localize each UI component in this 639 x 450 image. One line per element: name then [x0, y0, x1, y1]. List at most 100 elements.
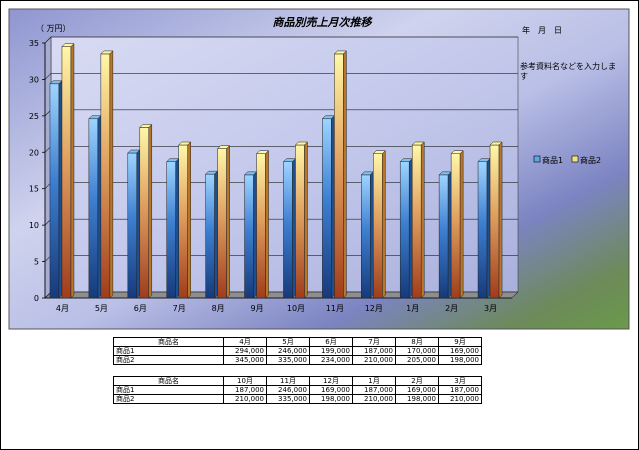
- bar-front: [399, 161, 410, 299]
- table-header-cell: 2月: [395, 376, 439, 386]
- table-header-cell: 12月: [309, 376, 353, 386]
- bar-front: [61, 46, 72, 299]
- table-row: 商品2 210,000 335,000 198,000 210,000 198,000 21…: [113, 394, 482, 404]
- bar-商品2-4月: [61, 43, 75, 299]
- table-cell: 187,000: [352, 385, 396, 395]
- bar-side: [498, 141, 503, 299]
- table-cell: 335,000: [266, 394, 310, 404]
- table-cell: 187,000: [223, 385, 267, 395]
- table-cell: 商品2: [113, 394, 224, 404]
- table-cell: 335,000: [266, 355, 310, 365]
- x-tick-label: 4月: [56, 304, 69, 313]
- table-row: 商品1 187,000 246,000 169,000 187,000 169,000 18…: [113, 385, 482, 395]
- bar-商品2-11月: [333, 50, 347, 299]
- table-cell: 商品2: [113, 355, 224, 365]
- bar-side: [109, 50, 114, 299]
- bar-front: [295, 144, 305, 299]
- table-header-cell: 商品名: [113, 376, 224, 386]
- x-tick-label: 7月: [173, 304, 186, 313]
- bar-商品2-2月: [450, 150, 464, 299]
- bar-商品2-8月: [217, 145, 231, 299]
- x-tick-label: 8月: [212, 304, 225, 313]
- bar-商品1-12月: [360, 171, 374, 299]
- table-cell: 345,000: [223, 355, 267, 365]
- bar-side: [148, 123, 153, 299]
- y-tick-label: 10: [29, 221, 39, 230]
- bar-front: [166, 161, 176, 299]
- bar-商品2-12月: [372, 150, 386, 299]
- table-cell: 商品1: [113, 385, 224, 395]
- bar-商品2-5月: [100, 50, 114, 299]
- table-header-cell: 10月: [223, 376, 267, 386]
- bar-front: [361, 174, 371, 299]
- legend-label: 商品2: [580, 155, 601, 165]
- table-cell: 商品1: [113, 346, 224, 356]
- bar-商品2-3月: [489, 141, 503, 299]
- bar-side: [70, 43, 75, 299]
- bar-商品1-5月: [88, 115, 102, 299]
- bar-side: [97, 115, 102, 299]
- table-header-row: 商品名 10月 11月 12月 1月 2月 3月: [113, 376, 482, 386]
- table-cell: 169,000: [309, 385, 353, 395]
- table-row: 商品1 294,000 246,000 199,000 187,000 170,000 16…: [113, 346, 482, 356]
- table-header-cell: 11月: [266, 376, 310, 386]
- y-tick-label: 35: [29, 39, 39, 48]
- bar-side: [292, 158, 296, 299]
- bar-front: [438, 174, 449, 299]
- data-table-1: 商品名 4月 5月 6月 7月 8月 9月 商品1 294,000 246,000 199,000 1…: [113, 337, 482, 365]
- bar-side: [331, 115, 335, 299]
- bar-front: [283, 161, 293, 299]
- bar-side: [175, 158, 179, 299]
- table-cell: 169,000: [395, 385, 439, 395]
- bar-side: [370, 171, 374, 299]
- bar-商品2-1月: [411, 141, 425, 299]
- bar-side: [265, 150, 269, 299]
- table-header-cell: 1月: [352, 376, 396, 386]
- bar-商品1-8月: [205, 170, 219, 299]
- date-label: 年 月 日: [522, 25, 562, 35]
- table-cell: 187,000: [438, 385, 482, 395]
- table-cell: 210,000: [352, 394, 396, 404]
- bar-商品1-7月: [166, 158, 180, 299]
- bar-商品2-7月: [178, 141, 192, 299]
- table-cell: 246,000: [266, 346, 310, 356]
- table-cell: 246,000: [266, 385, 310, 395]
- x-tick-label: 11月: [326, 304, 344, 313]
- legend-item-1: 商品1: [533, 155, 563, 165]
- bar-商品2-9月: [255, 150, 270, 299]
- bar-front: [477, 161, 488, 299]
- bar-商品1-9月: [243, 171, 258, 299]
- bar-front: [244, 174, 254, 299]
- bar-side: [58, 80, 63, 299]
- legend-swatch: [533, 155, 541, 163]
- x-tick-label: 2月: [445, 304, 458, 313]
- bar-front: [450, 153, 461, 299]
- y-tick-label: 0: [34, 294, 39, 303]
- x-tick-label: 9月: [250, 304, 263, 313]
- bar-front: [489, 144, 500, 299]
- unit-label: （ 万円）: [36, 24, 71, 33]
- bar-商品1-4月: [49, 80, 63, 299]
- table-cell: 198,000: [395, 394, 439, 404]
- bar-front: [88, 118, 99, 299]
- x-tick-label: 6月: [134, 304, 147, 313]
- bar-商品1-6月: [127, 149, 141, 299]
- bar-front: [373, 153, 383, 299]
- bar-front: [256, 153, 266, 299]
- bar-front: [127, 152, 138, 299]
- bar-front: [322, 118, 332, 299]
- x-tick-label: 5月: [95, 304, 108, 313]
- bar-side: [136, 149, 141, 299]
- bar-商品1-3月: [477, 158, 491, 299]
- bar-side: [408, 158, 413, 299]
- table-row: 商品2 345,000 335,000 234,000 210,000 205,000 19…: [113, 355, 482, 365]
- table-header-cell: 8月: [395, 337, 439, 347]
- x-tick-label: 10月: [287, 304, 305, 313]
- bar-front: [178, 144, 188, 299]
- bar-side: [382, 150, 386, 299]
- table-cell: 198,000: [438, 355, 482, 365]
- gridline-diag: [44, 36, 52, 44]
- bar-side: [486, 158, 491, 299]
- table-header-cell: 6月: [309, 337, 353, 347]
- bar-front: [100, 53, 111, 299]
